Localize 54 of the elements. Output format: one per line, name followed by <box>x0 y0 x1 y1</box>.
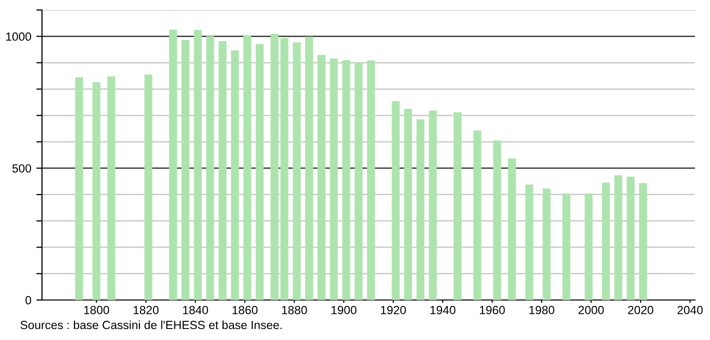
x-tick-label: 2000 <box>578 306 604 314</box>
bar <box>218 41 227 300</box>
x-tick-label: 1920 <box>381 306 406 314</box>
x-tick-label: 1900 <box>332 306 356 314</box>
x-tick-label: 2020 <box>628 306 654 314</box>
bar <box>626 176 635 300</box>
bar <box>330 58 338 300</box>
bar <box>194 30 202 300</box>
bar <box>392 101 400 300</box>
bar <box>454 112 462 300</box>
bar <box>473 130 482 300</box>
bar <box>256 44 264 300</box>
x-tick-label: 1860 <box>232 306 258 314</box>
bar <box>92 82 100 300</box>
x-tick-label: 1840 <box>183 306 208 314</box>
bar <box>75 77 84 300</box>
bar <box>230 50 239 300</box>
bar <box>493 140 502 300</box>
x-tick-label: 1880 <box>282 306 307 314</box>
bar <box>542 188 551 300</box>
bar <box>243 35 252 300</box>
x-tick-label: 1960 <box>480 306 505 314</box>
bar <box>562 193 570 300</box>
x-tick-label: 1820 <box>134 306 159 314</box>
bar <box>614 175 622 300</box>
x-tick-label: 1980 <box>529 306 554 314</box>
source-note: Sources : base Cassini de l'EHESS et base Insee. <box>20 320 282 330</box>
bar <box>584 193 593 300</box>
bar <box>280 38 288 300</box>
bar <box>367 60 375 300</box>
bar <box>305 36 314 300</box>
bar <box>639 182 648 300</box>
bar <box>354 62 363 300</box>
bar <box>318 54 326 300</box>
bar <box>525 184 534 300</box>
x-tick-label: 2040 <box>678 306 703 314</box>
bar <box>144 74 152 300</box>
bar <box>508 158 516 300</box>
bar <box>292 42 301 300</box>
bar <box>342 60 350 300</box>
x-tick-label: 1800 <box>84 306 110 314</box>
y-tick-label: 0 <box>25 296 32 304</box>
y-tick-label: 500 <box>12 164 32 173</box>
x-tick-label: 1940 <box>430 306 456 314</box>
bar <box>404 108 412 300</box>
y-tick-label: 1000 <box>6 32 32 41</box>
bar <box>169 30 178 300</box>
bar <box>206 36 214 300</box>
bar <box>182 40 190 300</box>
bar <box>602 182 610 300</box>
bar <box>416 119 424 300</box>
bar <box>270 34 278 300</box>
bar <box>107 76 116 300</box>
bar <box>428 110 437 300</box>
